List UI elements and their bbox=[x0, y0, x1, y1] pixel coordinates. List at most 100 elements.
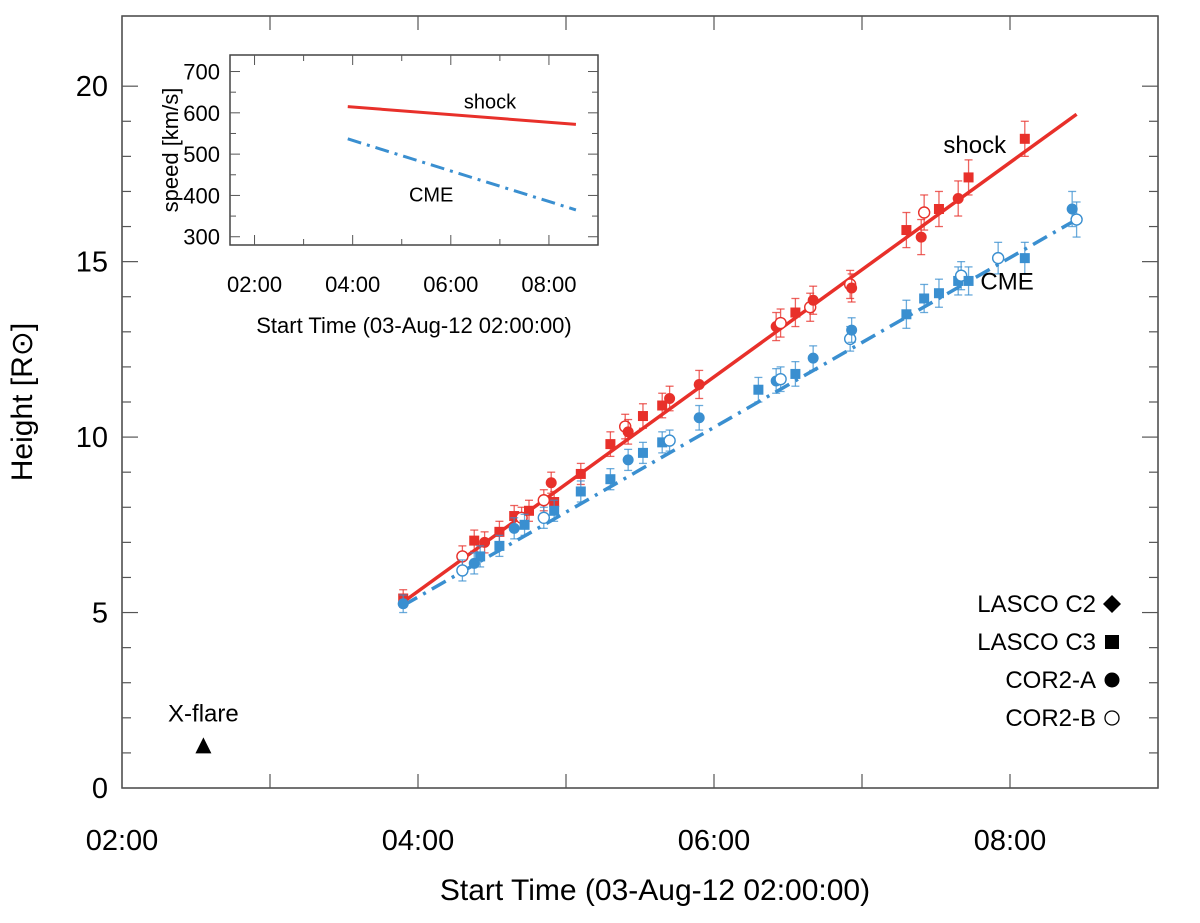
inset-y-tick-label-300: 300 bbox=[183, 225, 220, 250]
cme-point bbox=[519, 513, 530, 536]
main-x-tick-labels: 02:00 04:00 06:00 08:00 bbox=[86, 825, 1047, 857]
marker-cor2-a bbox=[508, 522, 520, 534]
marker-cor2-b bbox=[537, 494, 550, 507]
marker-lasco-c3 bbox=[605, 439, 616, 450]
marker-cor2-a bbox=[397, 598, 409, 610]
marker-cor2-a bbox=[846, 324, 858, 336]
inset-y-tick-label-400: 400 bbox=[183, 183, 220, 208]
marker-cor2-b bbox=[991, 251, 1005, 265]
shock-point bbox=[637, 403, 648, 429]
marker-lasco-c3 bbox=[790, 307, 801, 318]
x-tick-label-08-00: 08:00 bbox=[974, 825, 1047, 857]
marker-cor2-b bbox=[1070, 213, 1083, 226]
cme-point bbox=[605, 468, 616, 491]
shock-point bbox=[807, 285, 819, 315]
cme-point bbox=[537, 506, 550, 529]
marker-cor2-b bbox=[774, 316, 787, 330]
marker-cor2-a bbox=[479, 536, 491, 548]
inset-x-axis-title: Start Time (03-Aug-12 02:00:00) bbox=[256, 313, 572, 338]
marker-lasco-c3 bbox=[753, 384, 764, 395]
legend-marker-open-circle bbox=[1104, 710, 1120, 726]
cme-point bbox=[933, 278, 944, 308]
shock-point bbox=[963, 159, 974, 196]
inset-annotations: shock CME bbox=[409, 92, 517, 207]
shock-point bbox=[790, 297, 801, 328]
inset-annotation-cme: CME bbox=[409, 185, 453, 207]
marker-cor2-b bbox=[774, 372, 787, 386]
inset-speed-plot: 02:00 04:00 06:00 08:00 300 400 500 600 700 Sta… bbox=[158, 54, 599, 338]
legend-marker-filled-circle bbox=[1104, 672, 1120, 688]
shock-point bbox=[1019, 120, 1030, 158]
marker-lasco-c3 bbox=[1019, 253, 1030, 264]
y-tick-label-0: 0 bbox=[92, 773, 108, 805]
cme-point bbox=[807, 345, 819, 372]
main-x-axis-title: Start Time (03-Aug-12 02:00:00) bbox=[440, 874, 870, 907]
marker-cor2-b bbox=[917, 206, 931, 219]
main-ticks bbox=[121, 16, 1159, 789]
y-tick-label-20: 20 bbox=[76, 71, 108, 103]
cme-point bbox=[494, 534, 505, 558]
inset-y-tick-label-600: 600 bbox=[183, 101, 220, 126]
marker-lasco-c3 bbox=[901, 225, 912, 236]
marker-cor2-a bbox=[846, 282, 858, 294]
cme-point bbox=[790, 360, 801, 387]
annotation-cme: CME bbox=[980, 269, 1033, 296]
shock-point bbox=[915, 218, 927, 256]
marker-lasco-c3 bbox=[549, 505, 560, 516]
marker-cor2-a bbox=[1066, 203, 1078, 215]
marker-cor2-b bbox=[663, 434, 676, 447]
cme-point bbox=[991, 241, 1005, 275]
cme-point bbox=[919, 283, 930, 314]
cme-point bbox=[663, 429, 676, 452]
marker-cor2-b bbox=[456, 564, 469, 577]
shock-point bbox=[693, 369, 705, 400]
marker-lasco-c3 bbox=[605, 474, 616, 485]
inset-x-tick-label-02-00: 02:00 bbox=[227, 272, 282, 297]
marker-cor2-a bbox=[693, 412, 705, 424]
x-flare-triangle-marker bbox=[195, 737, 212, 754]
y-tick-label-10: 10 bbox=[76, 422, 108, 454]
cme-point bbox=[575, 480, 586, 503]
marker-lasco-c3 bbox=[1019, 133, 1030, 144]
marker-lasco-c3 bbox=[575, 486, 586, 497]
inset-y-axis-title: speed [km/s] bbox=[158, 88, 183, 213]
marker-lasco-c3 bbox=[657, 437, 668, 448]
inset-plot-frame bbox=[229, 54, 599, 246]
cme-point bbox=[1019, 241, 1030, 275]
marker-cor2-a bbox=[807, 352, 819, 364]
shock-point bbox=[622, 418, 634, 445]
cme-point bbox=[475, 545, 486, 568]
marker-cor2-a bbox=[807, 294, 819, 306]
marker-cor2-a bbox=[952, 192, 964, 204]
marker-lasco-c3 bbox=[933, 204, 944, 214]
legend: LASCO C2 LASCO C3 COR2-A COR2-B bbox=[977, 591, 1121, 732]
shock-point bbox=[933, 190, 944, 228]
marker-lasco-c3 bbox=[637, 411, 648, 422]
x-tick-label-02-00: 02:00 bbox=[86, 825, 159, 857]
marker-lasco-c3 bbox=[901, 309, 912, 320]
inset-y-tick-label-500: 500 bbox=[183, 142, 220, 167]
x-tick-label-04-00: 04:00 bbox=[382, 825, 455, 857]
marker-cor2-a bbox=[664, 392, 676, 404]
main-y-axis-title: Height [R⊙] bbox=[6, 323, 39, 482]
legend-marker-diamond bbox=[1103, 595, 1121, 613]
cme-point bbox=[637, 441, 648, 465]
shock-point bbox=[846, 273, 858, 303]
cme-point bbox=[397, 594, 409, 614]
inset-x-tick-label-06-00: 06:00 bbox=[423, 272, 478, 297]
marker-lasco-c3 bbox=[519, 519, 530, 530]
shock-point bbox=[901, 211, 912, 249]
y-tick-label-15: 15 bbox=[76, 247, 108, 279]
marker-lasco-c3 bbox=[494, 526, 505, 537]
main-annotations: X-flare shock CME bbox=[168, 132, 1034, 754]
cme-point bbox=[1070, 201, 1083, 238]
inset-cme-speed-line bbox=[347, 137, 577, 212]
legend-label-lasco-c2: LASCO C2 bbox=[977, 591, 1096, 618]
marker-lasco-c3 bbox=[575, 468, 586, 479]
marker-lasco-c3 bbox=[469, 535, 480, 546]
inset-y-tick-labels: 300 400 500 600 700 bbox=[183, 60, 220, 250]
marker-cor2-a bbox=[545, 477, 557, 489]
cme-point bbox=[846, 317, 858, 343]
marker-lasco-c3 bbox=[919, 293, 930, 304]
